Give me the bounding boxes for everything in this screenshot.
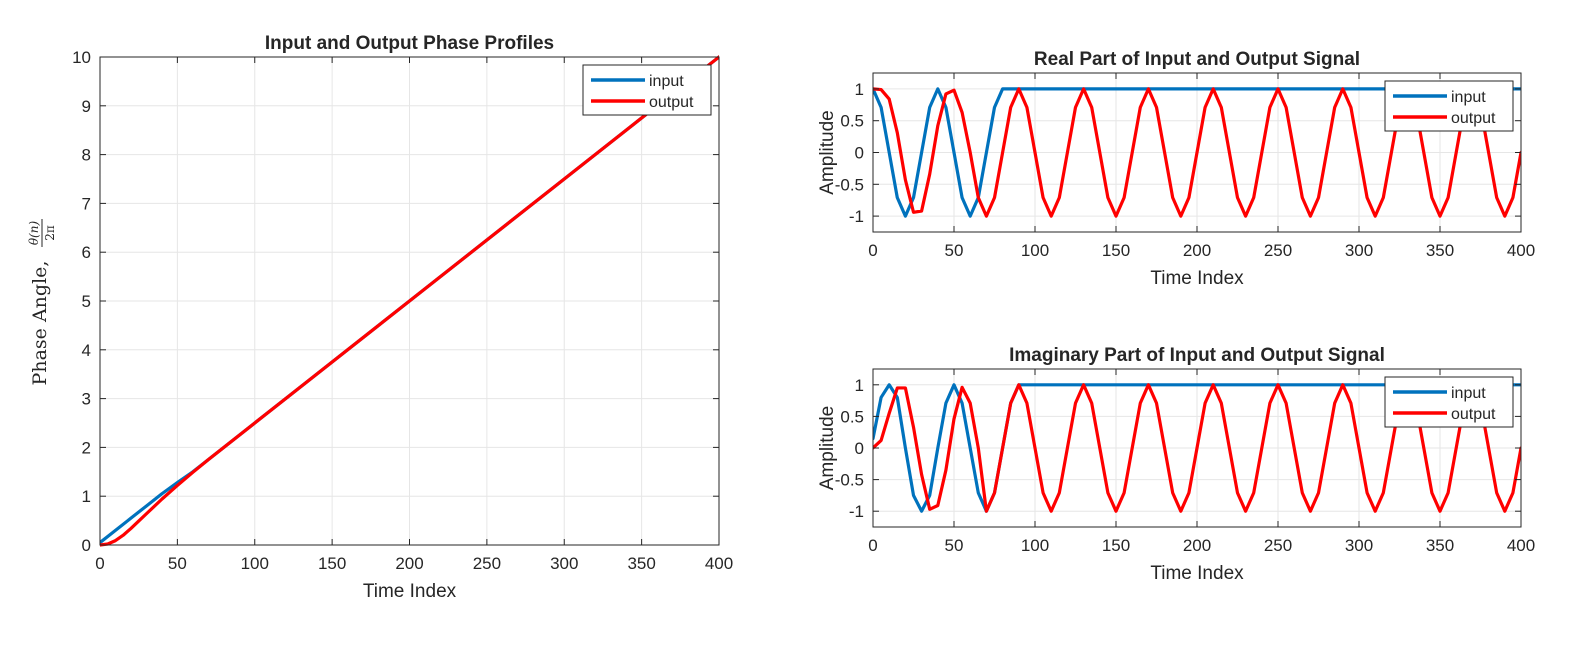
y-tick-label: 7	[82, 194, 91, 213]
legend-box	[1384, 376, 1514, 428]
y-tick-label: 1	[855, 80, 864, 99]
x-tick-label: 0	[95, 554, 104, 573]
x-tick-label: 150	[318, 554, 346, 573]
y-tick-label: 1	[82, 487, 91, 506]
chart-imag: 0 50 100 150 200 250 300 350 400 -1 -0.5 0 0.5 1 Imagi…	[817, 345, 1535, 584]
y-tick-label: -1	[849, 502, 864, 521]
x-tick-label: 0	[868, 536, 877, 555]
legend-label: output	[1451, 406, 1496, 423]
legend-label: input	[1451, 385, 1486, 402]
y-tick-label: 8	[82, 146, 91, 165]
x-axis-label: Time Index	[1150, 563, 1244, 584]
x-tick-label: 350	[1426, 536, 1454, 555]
y-axis-label: Amplitude	[817, 406, 838, 491]
x-tick-label: 400	[1507, 536, 1535, 555]
chart-title: Input and Output Phase Profiles	[265, 33, 554, 54]
legend-label: input	[1451, 89, 1486, 106]
y-axis-label-numerator: θ(n)	[27, 221, 41, 246]
legend-label: output	[649, 94, 694, 111]
x-tick-label: 200	[1183, 241, 1211, 260]
chart-phase: 0 50 100 150 200 250 300 350 400 0 1 2 3 4 5 6 7 8 9 10 Inpu…	[27, 33, 733, 602]
legend: input output	[1384, 80, 1514, 132]
y-axis-label-text: Phase Angle,	[29, 261, 51, 386]
legend-box	[1384, 80, 1514, 132]
x-tick-label: 300	[1345, 241, 1373, 260]
y-tick-label: 10	[72, 48, 91, 67]
y-tick-label: 0.5	[840, 407, 864, 426]
x-tick-label: 250	[1264, 536, 1292, 555]
chart-title: Real Part of Input and Output Signal	[1034, 49, 1360, 70]
series-line-input	[873, 87, 1521, 218]
x-tick-label: 250	[473, 554, 501, 573]
legend-label: output	[1451, 110, 1496, 127]
y-tick-label: 0	[855, 144, 864, 163]
x-tick-label: 50	[945, 536, 964, 555]
x-tick-label: 400	[705, 554, 733, 573]
x-axis-label: Time Index	[1150, 268, 1244, 289]
y-tick-label: 5	[82, 292, 91, 311]
x-tick-label: 100	[1021, 241, 1049, 260]
x-axis-label: Time Index	[363, 581, 457, 602]
x-tick-label: 350	[1426, 241, 1454, 260]
x-tick-label: 150	[1102, 241, 1130, 260]
x-tick-label: 300	[1345, 536, 1373, 555]
y-tick-label: -0.5	[835, 471, 864, 490]
x-tick-label: 50	[168, 554, 187, 573]
y-tick-label: 3	[82, 390, 91, 409]
legend-label: input	[649, 73, 684, 90]
x-tick-label: 100	[241, 554, 269, 573]
y-axis-label-denominator: 2π	[43, 225, 57, 241]
y-tick-label: 2	[82, 438, 91, 457]
x-tick-label: 150	[1102, 536, 1130, 555]
y-axis-label: Amplitude	[817, 110, 838, 195]
x-tick-label: 400	[1507, 241, 1535, 260]
legend-box	[582, 64, 712, 116]
x-tick-label: 0	[868, 241, 877, 260]
chart-title: Imaginary Part of Input and Output Signa…	[1009, 345, 1385, 366]
x-tick-label: 250	[1264, 241, 1292, 260]
series-line-output	[100, 55, 719, 547]
legend: input output	[582, 64, 712, 116]
y-tick-label: 1	[855, 376, 864, 395]
x-tick-label: 50	[945, 241, 964, 260]
y-tick-label: 6	[82, 243, 91, 262]
legend: input output	[1384, 376, 1514, 428]
x-tick-label: 200	[1183, 536, 1211, 555]
y-tick-label: 9	[82, 97, 91, 116]
y-tick-label: -1	[849, 207, 864, 226]
y-tick-label: 0	[82, 536, 91, 555]
x-tick-label: 350	[627, 554, 655, 573]
y-tick-label: -0.5	[835, 175, 864, 194]
x-tick-label: 100	[1021, 536, 1049, 555]
y-tick-label: 0	[855, 439, 864, 458]
x-tick-label: 200	[395, 554, 423, 573]
x-tick-label: 300	[550, 554, 578, 573]
y-tick-label: 0.5	[840, 112, 864, 131]
y-axis-label: Phase Angle, θ(n) 2π	[27, 219, 57, 385]
chart-real: 0 50 100 150 200 250 300 350 400 -1 -0.5 0 0.5 1 Real …	[817, 49, 1535, 289]
y-tick-label: 4	[82, 341, 91, 360]
